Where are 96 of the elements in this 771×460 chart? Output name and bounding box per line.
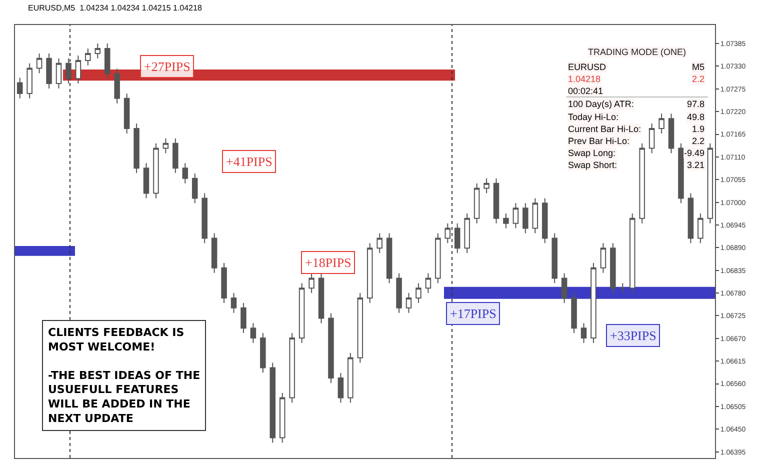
annotation: 97.8 bbox=[687, 99, 705, 109]
annotation: +33PIPS bbox=[610, 328, 656, 343]
candlestick bbox=[552, 232, 558, 284]
candlestick bbox=[698, 212, 704, 244]
candlestick bbox=[66, 58, 72, 84]
candlestick bbox=[668, 113, 674, 154]
candlestick bbox=[542, 198, 548, 244]
annotation: 2.2 bbox=[692, 136, 705, 146]
candlestick bbox=[600, 242, 606, 274]
candlestick bbox=[571, 292, 577, 334]
candlestick bbox=[493, 178, 500, 224]
candlestick bbox=[211, 232, 218, 274]
candlestick bbox=[172, 138, 178, 174]
candlestick bbox=[561, 272, 568, 304]
candlestick bbox=[318, 272, 324, 324]
candlestick bbox=[639, 142, 645, 224]
candlestick bbox=[425, 272, 432, 294]
candlestick bbox=[240, 302, 246, 334]
annotation: +17PIPS bbox=[450, 306, 496, 321]
annotation: Swap Long: bbox=[568, 148, 616, 158]
candlestick bbox=[230, 292, 237, 314]
candlestick bbox=[85, 48, 91, 66]
candlestick bbox=[202, 192, 208, 244]
candlestick bbox=[678, 142, 684, 204]
annotation: 3.21 bbox=[687, 160, 705, 170]
candlestick bbox=[444, 222, 451, 244]
annotation: Swap Short: bbox=[568, 160, 618, 170]
candlestick bbox=[386, 232, 392, 284]
candlestick bbox=[26, 62, 32, 99]
candlestick bbox=[416, 282, 422, 304]
annotation: 1.04218 bbox=[568, 74, 601, 84]
candlestick bbox=[94, 43, 101, 59]
candlestick bbox=[221, 262, 227, 304]
candlestick bbox=[338, 372, 344, 404]
annotation: Current Bar Hi-Lo: bbox=[568, 124, 642, 134]
candlestick bbox=[328, 312, 334, 384]
candlestick bbox=[134, 123, 140, 174]
candlestick bbox=[454, 222, 460, 254]
annotation: 1.9 bbox=[692, 124, 705, 134]
candlestick bbox=[143, 162, 150, 199]
candlestick bbox=[396, 272, 402, 314]
candlestick bbox=[279, 392, 286, 444]
candlestick bbox=[104, 43, 110, 80]
annotation: Prev Bar Hi-Lo: bbox=[568, 136, 630, 146]
candlestick bbox=[162, 138, 169, 154]
text: CLIENTS FEEDBACK IS MOST WELCOME! -THE BEST IDEAS OF THE USUEFULL FEATURES WILL BE ADDED IN THE NEXT UPDATE bbox=[48, 326, 200, 425]
candlestick bbox=[522, 202, 528, 234]
candlestick bbox=[532, 198, 538, 234]
annotation: 100 Day(s) ATR: bbox=[568, 99, 634, 109]
candlestick bbox=[46, 52, 52, 90]
candlestick bbox=[620, 282, 626, 294]
candlestick bbox=[250, 322, 256, 344]
candlestick bbox=[56, 58, 62, 90]
candlestick bbox=[260, 332, 266, 374]
annotation: TRADING MODE (ONE) bbox=[588, 47, 686, 57]
candlestick bbox=[298, 282, 305, 344]
candlestick bbox=[153, 142, 159, 199]
annotation: -9.49 bbox=[684, 148, 705, 158]
candlestick bbox=[503, 212, 509, 229]
annotation: +18PIPS bbox=[305, 255, 352, 270]
candlestick bbox=[484, 178, 490, 194]
candlestick bbox=[348, 352, 354, 404]
candlestick bbox=[270, 362, 276, 444]
chart-title: EURUSD,M5 1.04234 1.04234 1.04215 1.04218 bbox=[28, 4, 202, 13]
candlestick bbox=[36, 52, 42, 74]
annotation: 49.8 bbox=[687, 112, 705, 122]
annotation: 2.2 bbox=[692, 74, 705, 84]
candlestick bbox=[435, 232, 441, 284]
candlestick bbox=[658, 113, 664, 134]
candlestick bbox=[366, 242, 373, 304]
candlestick bbox=[192, 172, 198, 204]
candlestick bbox=[474, 182, 480, 224]
candlestick bbox=[512, 202, 519, 229]
annotation: +41PIPS bbox=[226, 154, 272, 169]
candlestick bbox=[406, 292, 412, 314]
annotation: Today Hi-Lo: bbox=[568, 112, 619, 122]
annotation: M5 bbox=[692, 62, 705, 72]
candlestick bbox=[16, 77, 23, 99]
candlestick bbox=[629, 212, 636, 294]
candlestick bbox=[114, 68, 120, 104]
candlestick bbox=[289, 332, 295, 404]
candlestick bbox=[357, 292, 364, 364]
candlestick bbox=[580, 322, 587, 344]
candlestick bbox=[75, 55, 82, 84]
candlestick bbox=[464, 212, 470, 254]
annotation: EURUSD bbox=[568, 62, 607, 72]
candlestick bbox=[707, 142, 714, 224]
candlestick bbox=[376, 232, 382, 254]
candlestick bbox=[648, 123, 655, 154]
candlestick bbox=[182, 162, 188, 184]
candlestick bbox=[124, 92, 130, 134]
annotation: +27PIPS bbox=[144, 59, 190, 74]
candlestick bbox=[688, 192, 694, 244]
candlestick bbox=[590, 262, 596, 344]
candlestick bbox=[610, 242, 616, 294]
annotation: 00:02:41 bbox=[568, 86, 604, 96]
